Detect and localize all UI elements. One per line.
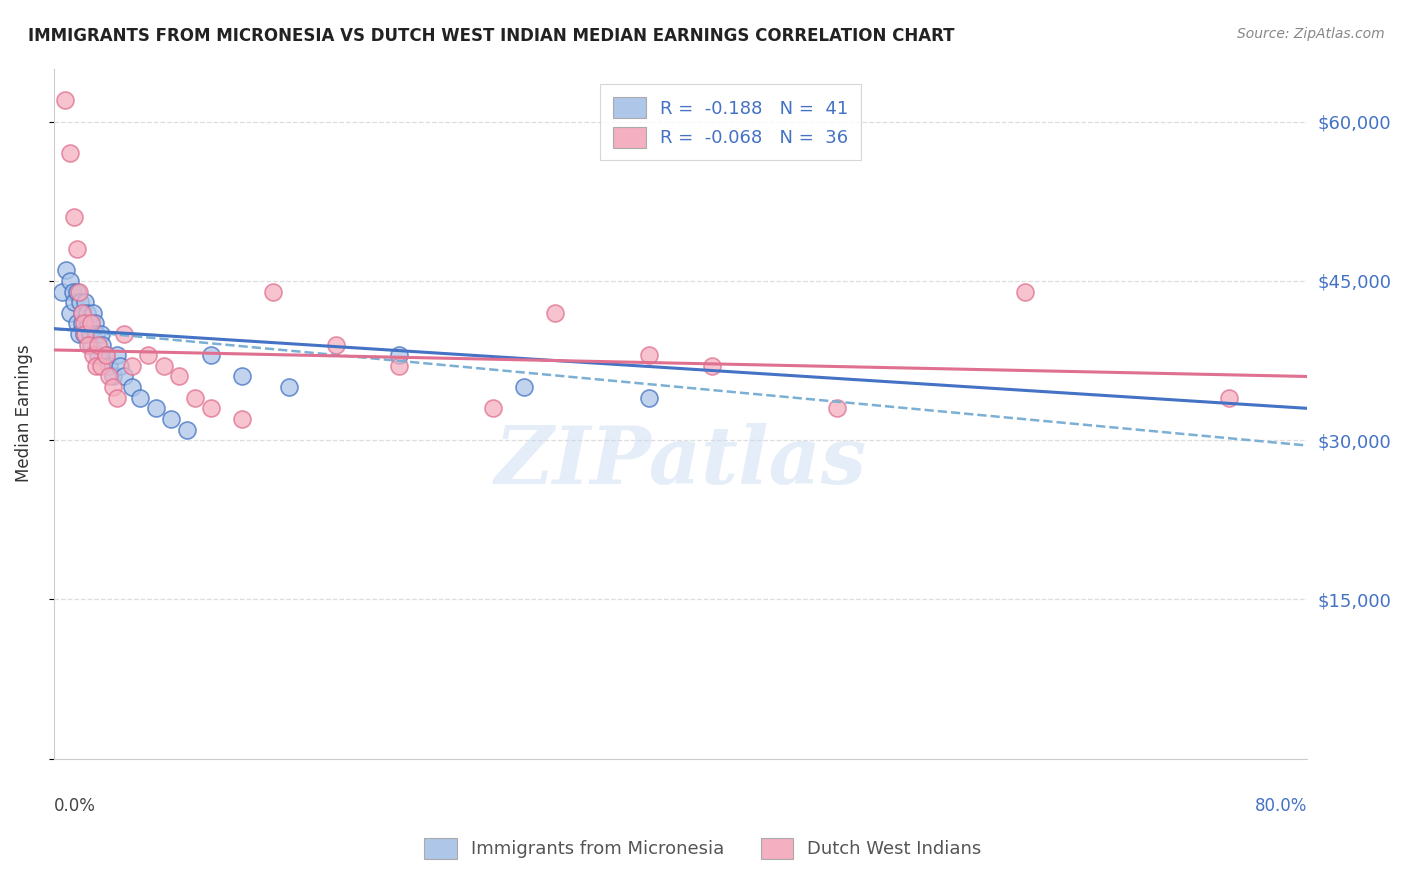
Point: [55, 263, 77, 277]
Point: [72, 326, 94, 341]
Point: [97, 369, 120, 384]
Point: [86, 337, 108, 351]
Text: IMMIGRANTS FROM MICRONESIA VS DUTCH WEST INDIAN MEDIAN EARNINGS CORRELATION CHAR: IMMIGRANTS FROM MICRONESIA VS DUTCH WEST…: [28, 27, 955, 45]
Point: [84, 326, 107, 341]
Point: [66, 317, 89, 331]
Point: [94, 348, 117, 362]
Point: [97, 359, 120, 373]
Point: [638, 348, 661, 362]
Point: [481, 401, 503, 416]
Point: [176, 423, 198, 437]
Point: [152, 359, 174, 373]
Point: [136, 348, 159, 362]
Point: [145, 401, 167, 416]
Point: [231, 412, 253, 426]
Point: [121, 359, 143, 373]
Point: [86, 348, 108, 362]
Point: [66, 242, 89, 256]
Point: [638, 391, 661, 405]
Legend: Immigrants from Micronesia, Dutch West Indians: Immigrants from Micronesia, Dutch West I…: [413, 827, 993, 870]
Point: [84, 359, 107, 373]
Point: [77, 317, 100, 331]
Point: [129, 391, 152, 405]
Point: [82, 348, 104, 362]
Point: [70, 306, 93, 320]
Point: [91, 337, 114, 351]
Point: [544, 306, 567, 320]
Point: [63, 295, 86, 310]
Point: [67, 326, 90, 341]
Point: [66, 285, 89, 299]
Point: [700, 359, 723, 373]
Point: [75, 295, 97, 310]
Point: [325, 337, 347, 351]
Point: [105, 391, 128, 405]
Point: [75, 326, 97, 341]
Point: [1014, 285, 1036, 299]
Point: [58, 274, 80, 288]
Point: [79, 326, 101, 341]
Point: [70, 317, 93, 331]
Point: [103, 380, 125, 394]
Point: [80, 317, 103, 331]
Point: [53, 94, 76, 108]
Text: 80.0%: 80.0%: [1256, 797, 1308, 814]
Point: [277, 380, 299, 394]
Point: [184, 391, 207, 405]
Y-axis label: Median Earnings: Median Earnings: [15, 345, 32, 483]
Point: [58, 306, 80, 320]
Point: [76, 306, 98, 320]
Point: [90, 359, 112, 373]
Point: [77, 337, 100, 351]
Point: [200, 348, 222, 362]
Point: [387, 348, 409, 362]
Point: [51, 285, 73, 299]
Point: [94, 348, 117, 362]
Point: [513, 380, 536, 394]
Point: [121, 380, 143, 394]
Point: [70, 306, 93, 320]
Point: [825, 401, 848, 416]
Point: [387, 359, 409, 373]
Point: [112, 369, 135, 384]
Point: [90, 326, 112, 341]
Legend: R =  -0.188   N =  41, R =  -0.068   N =  36: R = -0.188 N = 41, R = -0.068 N = 36: [600, 85, 860, 161]
Point: [200, 401, 222, 416]
Text: Source: ZipAtlas.com: Source: ZipAtlas.com: [1237, 27, 1385, 41]
Point: [231, 369, 253, 384]
Point: [69, 295, 91, 310]
Point: [262, 285, 284, 299]
Point: [63, 210, 86, 224]
Point: [105, 348, 128, 362]
Point: [80, 337, 103, 351]
Text: ZIPatlas: ZIPatlas: [495, 423, 866, 500]
Point: [58, 146, 80, 161]
Point: [103, 369, 125, 384]
Point: [112, 326, 135, 341]
Point: [1218, 391, 1240, 405]
Point: [108, 359, 131, 373]
Point: [82, 306, 104, 320]
Point: [62, 285, 84, 299]
Text: 0.0%: 0.0%: [53, 797, 96, 814]
Point: [83, 317, 105, 331]
Point: [167, 369, 190, 384]
Point: [72, 317, 94, 331]
Point: [160, 412, 183, 426]
Point: [67, 285, 90, 299]
